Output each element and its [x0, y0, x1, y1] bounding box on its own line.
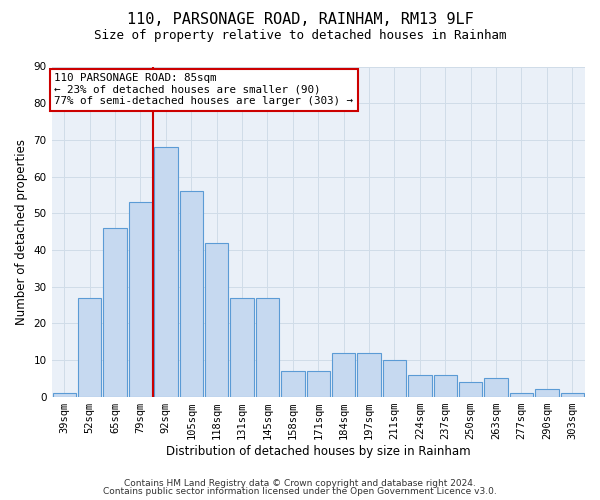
Bar	[53, 393, 76, 396]
Y-axis label: Number of detached properties: Number of detached properties	[15, 138, 28, 324]
Bar	[484, 378, 508, 396]
Bar	[560, 393, 584, 396]
Text: Size of property relative to detached houses in Rainham: Size of property relative to detached ho…	[94, 29, 506, 42]
Text: 110 PARSONAGE ROAD: 85sqm
← 23% of detached houses are smaller (90)
77% of semi-: 110 PARSONAGE ROAD: 85sqm ← 23% of detac…	[54, 73, 353, 106]
Bar	[103, 228, 127, 396]
Bar	[383, 360, 406, 397]
Bar	[332, 352, 355, 397]
Bar	[205, 242, 229, 396]
Bar	[459, 382, 482, 396]
Text: 110, PARSONAGE ROAD, RAINHAM, RM13 9LF: 110, PARSONAGE ROAD, RAINHAM, RM13 9LF	[127, 12, 473, 28]
Bar	[154, 147, 178, 396]
Text: Contains public sector information licensed under the Open Government Licence v3: Contains public sector information licen…	[103, 487, 497, 496]
Bar	[510, 393, 533, 396]
X-axis label: Distribution of detached houses by size in Rainham: Distribution of detached houses by size …	[166, 444, 470, 458]
Bar	[78, 298, 101, 396]
Bar	[129, 202, 152, 396]
Bar	[230, 298, 254, 396]
Bar	[358, 352, 381, 397]
Text: Contains HM Land Registry data © Crown copyright and database right 2024.: Contains HM Land Registry data © Crown c…	[124, 478, 476, 488]
Bar	[535, 389, 559, 396]
Bar	[434, 374, 457, 396]
Bar	[281, 371, 305, 396]
Bar	[256, 298, 279, 396]
Bar	[179, 191, 203, 396]
Bar	[408, 374, 431, 396]
Bar	[307, 371, 330, 396]
